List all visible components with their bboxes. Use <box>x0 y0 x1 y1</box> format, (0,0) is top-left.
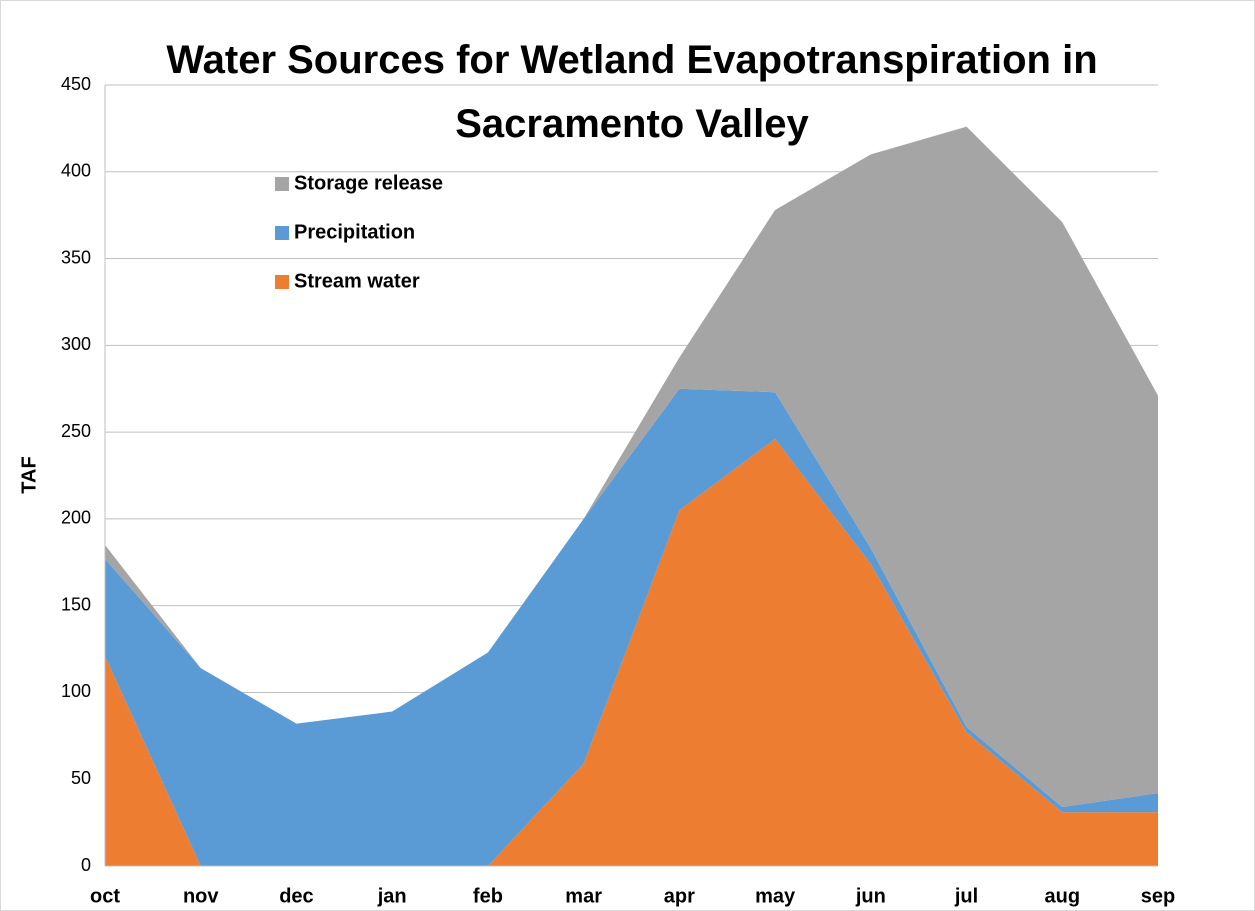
x-tick-label: feb <box>473 885 503 907</box>
x-tick-label: jun <box>855 885 886 907</box>
y-tick-label: 100 <box>61 681 91 701</box>
legend-swatch <box>275 226 289 240</box>
x-tick-label: aug <box>1044 885 1080 907</box>
x-tick-label: mar <box>565 885 602 907</box>
legend-swatch <box>275 275 289 289</box>
legend-swatch <box>275 177 289 191</box>
y-tick-label: 250 <box>61 421 91 441</box>
y-axis-label: TAF <box>18 456 40 493</box>
chart-title: Water Sources for Wetland Evapotranspira… <box>166 38 1098 146</box>
x-tick-label: jul <box>954 885 978 907</box>
y-tick-label: 0 <box>81 855 91 875</box>
x-tick-label: nov <box>183 885 219 907</box>
legend-label: Stream water <box>294 270 420 292</box>
x-tick-label: may <box>755 885 796 907</box>
y-tick-label: 450 <box>61 74 91 94</box>
legend-label: Storage release <box>294 172 443 194</box>
area <box>105 388 1158 866</box>
x-tick-label: sep <box>1141 885 1175 907</box>
area <box>105 439 1158 866</box>
x-tick-label: apr <box>664 885 695 907</box>
y-tick-label: 300 <box>61 334 91 354</box>
y-tick-label: 200 <box>61 508 91 528</box>
y-tick-label: 50 <box>71 768 91 788</box>
x-tick-label: jan <box>377 885 407 907</box>
y-tick-label: 150 <box>61 594 91 614</box>
x-tick-label: dec <box>279 885 313 907</box>
area <box>105 126 1158 807</box>
y-tick-label: 400 <box>61 161 91 181</box>
legend-label: Precipitation <box>294 221 415 243</box>
x-tick-label: oct <box>90 885 120 907</box>
y-tick-label: 350 <box>61 247 91 267</box>
